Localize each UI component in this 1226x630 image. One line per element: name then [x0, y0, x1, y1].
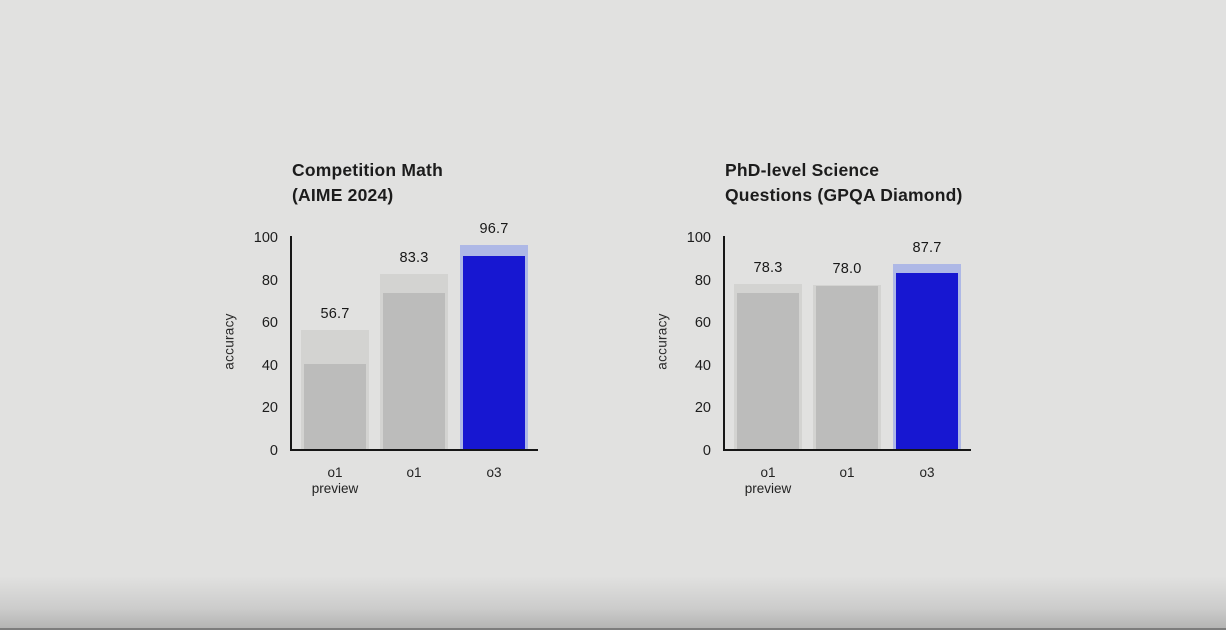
- x-tick-label-o1: o1: [369, 465, 459, 481]
- bar-solid-o1: [816, 285, 878, 451]
- bottom-vignette-gradient: [0, 576, 1226, 630]
- y-axis-label: accuracy: [221, 313, 237, 370]
- x-tick-line: preview: [311, 481, 359, 496]
- chart-title-line-2: Questions (GPQA Diamond): [725, 185, 963, 205]
- bar-value-label-o1-preview: 78.3: [753, 260, 783, 277]
- chart-title-line-1: Competition Math: [292, 160, 443, 180]
- y-axis-line: [290, 236, 292, 451]
- bar-solid-o1-preview: [737, 293, 799, 451]
- bar-value-label-o1: 78.0: [832, 260, 862, 277]
- y-tick-label-80: 80: [261, 272, 278, 289]
- y-tick-label-80: 80: [694, 272, 711, 289]
- y-tick-label-20: 20: [694, 400, 711, 417]
- x-tick-line: o3: [486, 465, 502, 480]
- x-axis-line: [290, 449, 538, 451]
- x-tick-label-o1: o1: [802, 465, 892, 481]
- y-tick-label-60: 60: [261, 315, 278, 332]
- x-axis-line: [723, 449, 971, 451]
- y-tick-label-100: 100: [253, 230, 278, 246]
- y-axis-line: [723, 236, 725, 451]
- plot-area: accuracy 0 20 40 60 80 100 56.7 o1 preview 83.3 o1…: [222, 221, 538, 496]
- x-tick-line: o1: [760, 465, 776, 480]
- x-tick-line: o1: [327, 465, 343, 480]
- bar-value-label-o3: 96.7: [479, 221, 509, 238]
- chart-title: PhD-level Science Questions (GPQA Diamon…: [725, 158, 963, 208]
- chart-phd-science-gpqa-diamond: PhD-level Science Questions (GPQA Diamon…: [653, 158, 1013, 528]
- y-axis-label: accuracy: [654, 313, 670, 370]
- bar-solid-o1: [383, 293, 445, 451]
- x-tick-label-o1-preview: o1 preview: [290, 465, 380, 497]
- bar-solid-o3: [896, 273, 958, 451]
- bar-solid-o1-preview: [304, 363, 366, 451]
- y-tick-label-60: 60: [694, 315, 711, 332]
- bar-value-label-o1-preview: 56.7: [320, 306, 350, 323]
- y-tick-label-0: 0: [702, 443, 711, 459]
- x-tick-label-o3: o3: [882, 465, 972, 481]
- x-tick-line: o3: [919, 465, 935, 480]
- x-tick-label-o3: o3: [449, 465, 539, 481]
- chart-title: Competition Math (AIME 2024): [292, 158, 443, 208]
- y-tick-label-100: 100: [686, 230, 711, 246]
- chart-title-line-1: PhD-level Science: [725, 160, 880, 180]
- bar-value-label-o3: 87.7: [912, 240, 942, 257]
- x-tick-label-o1-preview: o1 preview: [723, 465, 813, 497]
- y-tick-label-20: 20: [261, 400, 278, 417]
- plot-area: accuracy 0 20 40 60 80 100 78.3 o1 preview 78.0 o1…: [655, 230, 971, 496]
- bar-solid-o3: [463, 256, 525, 451]
- y-tick-label-40: 40: [694, 357, 711, 374]
- bar-value-label-o1: 83.3: [399, 249, 429, 266]
- y-tick-label-0: 0: [269, 443, 278, 459]
- x-tick-line: o1: [406, 465, 422, 480]
- y-tick-label-40: 40: [261, 357, 278, 374]
- x-tick-line: preview: [744, 481, 792, 496]
- chart-title-line-2: (AIME 2024): [292, 185, 394, 205]
- chart-competition-math-aime-2024: Competition Math (AIME 2024) accuracy 0 2…: [220, 158, 580, 528]
- x-tick-line: o1: [839, 465, 855, 480]
